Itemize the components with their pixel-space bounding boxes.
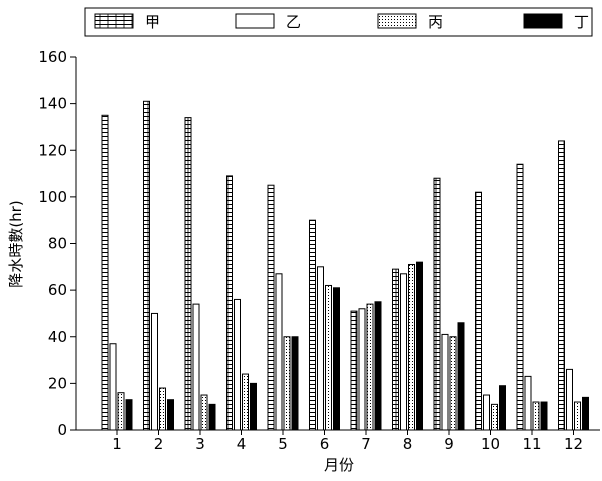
bar: [582, 396, 589, 431]
legend-swatch: [235, 13, 275, 29]
bar: [333, 287, 340, 431]
bars: [101, 100, 589, 431]
x-tick-label: 7: [361, 435, 371, 453]
legend-label: 丁: [574, 13, 589, 31]
legend-swatch: [377, 13, 417, 29]
x-tick-label: 2: [154, 435, 164, 453]
y-tick-label: 120: [38, 141, 67, 159]
bar: [309, 219, 316, 431]
x-tick-label: 6: [320, 435, 330, 453]
y-tick-label: 100: [38, 188, 67, 206]
bar: [184, 117, 192, 431]
bar: [234, 298, 241, 431]
legend-label: 丙: [428, 13, 443, 31]
bar: [433, 177, 441, 431]
bar: [250, 382, 257, 431]
bar: [392, 268, 399, 431]
bar: [167, 399, 174, 431]
y-tick-label: 40: [48, 328, 67, 346]
bar: [283, 336, 291, 431]
bar: [408, 263, 415, 431]
bar: [143, 100, 150, 431]
bar: [226, 175, 233, 431]
x-tick-label: 3: [195, 435, 205, 453]
x-tick-label: 11: [522, 435, 541, 453]
bar: [540, 401, 548, 431]
x-tick-label: 9: [444, 435, 454, 453]
bar: [524, 375, 532, 431]
bar: [483, 394, 490, 431]
x-tick-label: 12: [564, 435, 583, 453]
y-axis-title: 降水時數(hr): [7, 200, 25, 287]
bar: [192, 303, 200, 431]
y-tick-label: 80: [48, 235, 67, 253]
bar: [499, 385, 506, 431]
x-tick-label: 8: [403, 435, 413, 453]
bar: [516, 163, 524, 431]
bar: [291, 336, 299, 431]
bar: [350, 310, 358, 431]
x-axis-title: 月份: [324, 456, 354, 474]
bar: [457, 322, 465, 431]
bar: [200, 394, 208, 431]
bar: [125, 399, 133, 431]
y-tick-label: 60: [48, 281, 67, 299]
bar: [400, 273, 407, 431]
y-tick-label: 0: [57, 421, 67, 439]
bar: [117, 392, 125, 431]
y-tick-label: 160: [38, 48, 67, 66]
bar: [159, 387, 166, 431]
bar: [574, 401, 581, 431]
y-tick-label: 140: [38, 95, 67, 113]
bar: [491, 403, 498, 431]
legend: 甲乙丙丁: [84, 7, 593, 37]
y-tick-label: 20: [48, 374, 67, 392]
bar: [475, 191, 482, 431]
bar: [208, 403, 216, 431]
legend-box: [84, 7, 593, 37]
bar: [275, 273, 283, 431]
bar: [101, 114, 109, 431]
legend-label: 乙: [286, 13, 301, 31]
bar: [151, 312, 158, 431]
bar: [267, 184, 275, 431]
bar: [532, 401, 540, 431]
legend-label: 甲: [145, 13, 160, 31]
bar: [317, 266, 324, 431]
legend-swatch: [523, 13, 563, 29]
bar: [441, 333, 449, 431]
bar: [416, 261, 423, 431]
bar: [242, 373, 249, 431]
bar: [366, 303, 374, 431]
bar: [558, 140, 565, 431]
x-tick-label: 10: [481, 435, 500, 453]
bar: [566, 368, 573, 431]
bar: [449, 336, 457, 431]
x-tick-label: 4: [237, 435, 247, 453]
x-tick-label: 5: [278, 435, 288, 453]
bar: [325, 284, 332, 431]
x-tick-label: 1: [112, 435, 122, 453]
bar: [358, 308, 366, 431]
legend-swatch: [94, 13, 134, 29]
bar: [109, 343, 117, 431]
bar: [374, 301, 382, 431]
